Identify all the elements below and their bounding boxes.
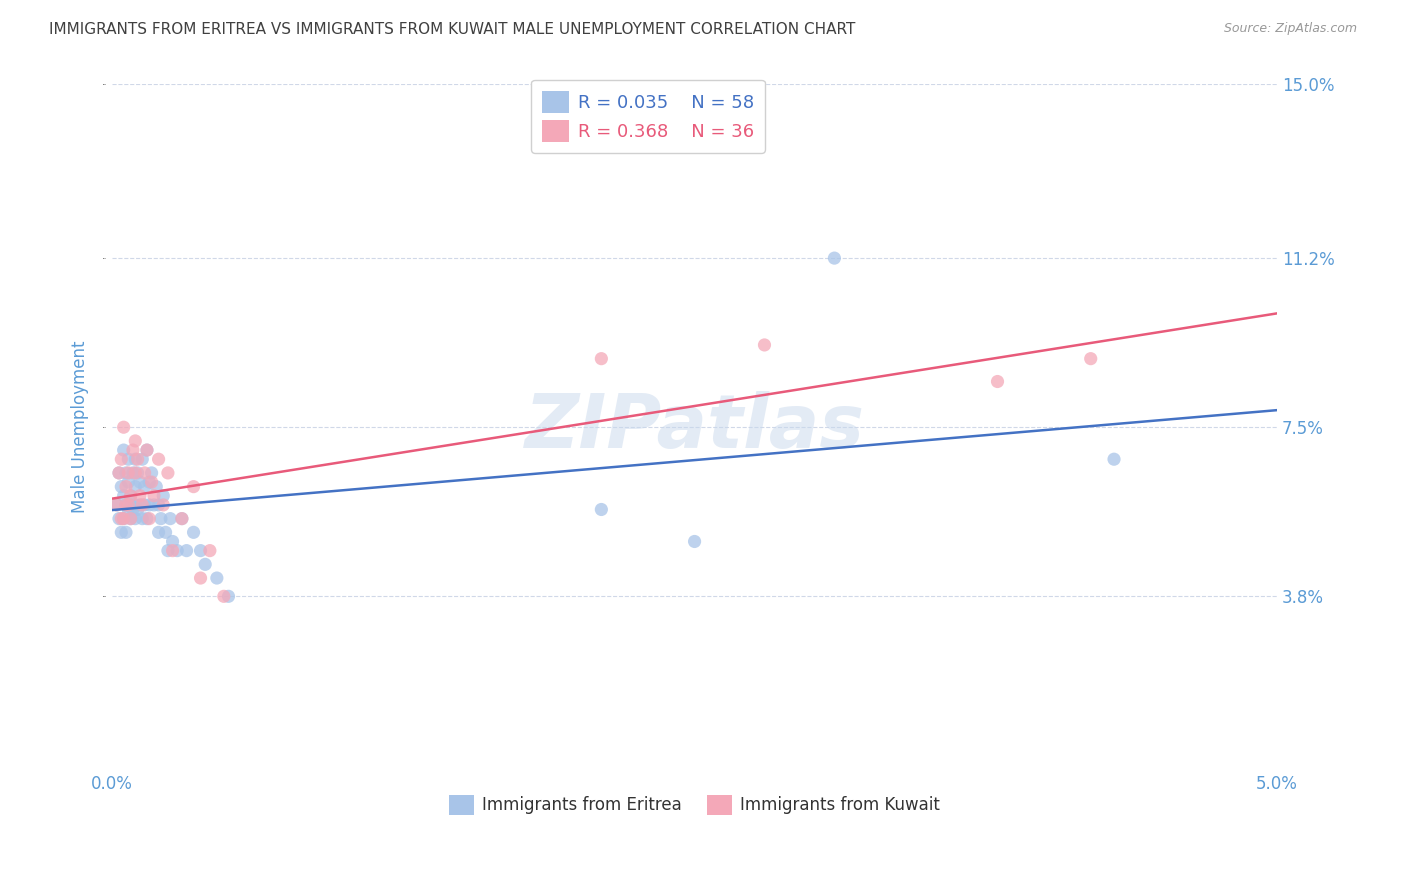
Point (205, 571, 228, 585)
Point (145, 480, 167, 494)
Point (152, 498, 174, 512)
Point (142, 489, 165, 503)
Point (124, 434, 146, 448)
Point (754, 338, 776, 352)
Point (131, 511, 153, 525)
Point (148, 525, 170, 540)
Point (110, 480, 132, 494)
Point (142, 498, 165, 512)
Point (149, 511, 172, 525)
Point (183, 480, 205, 494)
Point (591, 351, 613, 366)
Point (124, 480, 146, 494)
Point (117, 452, 139, 467)
Point (110, 511, 132, 525)
Point (159, 511, 181, 525)
Point (115, 480, 138, 494)
Legend: Immigrants from Eritrea, Immigrants from Kuwait: Immigrants from Eritrea, Immigrants from… (440, 787, 949, 823)
Point (108, 466, 131, 480)
Point (183, 525, 205, 540)
Point (134, 466, 156, 480)
Point (120, 489, 142, 503)
Point (112, 489, 135, 503)
Point (138, 498, 160, 512)
Point (138, 475, 160, 489)
Point (152, 489, 174, 503)
Point (110, 525, 132, 540)
Point (110, 452, 132, 467)
Point (138, 511, 160, 525)
Point (122, 502, 145, 516)
Point (162, 534, 184, 549)
Point (129, 489, 152, 503)
Point (162, 543, 184, 558)
Point (166, 543, 188, 558)
Point (120, 498, 142, 512)
Point (198, 543, 221, 558)
Point (115, 466, 138, 480)
Point (117, 502, 139, 516)
Point (131, 498, 153, 512)
Point (170, 511, 193, 525)
Point (683, 534, 706, 549)
Point (190, 543, 212, 558)
Point (124, 452, 146, 467)
Point (124, 511, 146, 525)
Text: ZIPatlas: ZIPatlas (524, 391, 865, 464)
Point (112, 511, 135, 525)
Point (170, 511, 193, 525)
Point (115, 498, 138, 512)
Point (148, 452, 170, 467)
Point (129, 475, 152, 489)
Point (218, 590, 240, 604)
Point (176, 543, 198, 558)
Point (120, 489, 142, 503)
Point (117, 475, 139, 489)
Point (105, 498, 128, 512)
Point (105, 498, 128, 512)
Point (127, 452, 149, 467)
Point (136, 443, 159, 458)
Point (156, 466, 179, 480)
Point (117, 466, 139, 480)
Point (136, 511, 159, 525)
Point (134, 498, 156, 512)
Point (112, 443, 135, 458)
Point (591, 502, 613, 516)
Point (115, 525, 138, 540)
Point (108, 466, 131, 480)
Y-axis label: Male Unemployment: Male Unemployment (72, 341, 89, 514)
Point (122, 443, 145, 458)
Text: Source: ZipAtlas.com: Source: ZipAtlas.com (1223, 22, 1357, 36)
Point (1080, 351, 1102, 366)
Point (112, 511, 135, 525)
Point (108, 511, 131, 525)
Point (141, 466, 163, 480)
Point (122, 466, 145, 480)
Point (194, 558, 217, 572)
Point (124, 466, 146, 480)
Point (141, 475, 163, 489)
Point (115, 498, 138, 512)
Point (136, 443, 159, 458)
Point (986, 375, 1008, 389)
Point (148, 498, 170, 512)
Point (127, 502, 149, 516)
Point (112, 420, 135, 434)
Point (131, 452, 153, 467)
Point (155, 525, 177, 540)
Point (134, 480, 156, 494)
Point (823, 251, 845, 265)
Point (124, 498, 146, 512)
Point (129, 498, 152, 512)
Point (156, 543, 179, 558)
Point (1102, 452, 1125, 467)
Point (212, 590, 235, 604)
Point (120, 511, 142, 525)
Point (127, 466, 149, 480)
Point (120, 511, 142, 525)
Point (190, 571, 212, 585)
Text: IMMIGRANTS FROM ERITREA VS IMMIGRANTS FROM KUWAIT MALE UNEMPLOYMENT CORRELATION : IMMIGRANTS FROM ERITREA VS IMMIGRANTS FR… (49, 22, 856, 37)
Point (117, 498, 139, 512)
